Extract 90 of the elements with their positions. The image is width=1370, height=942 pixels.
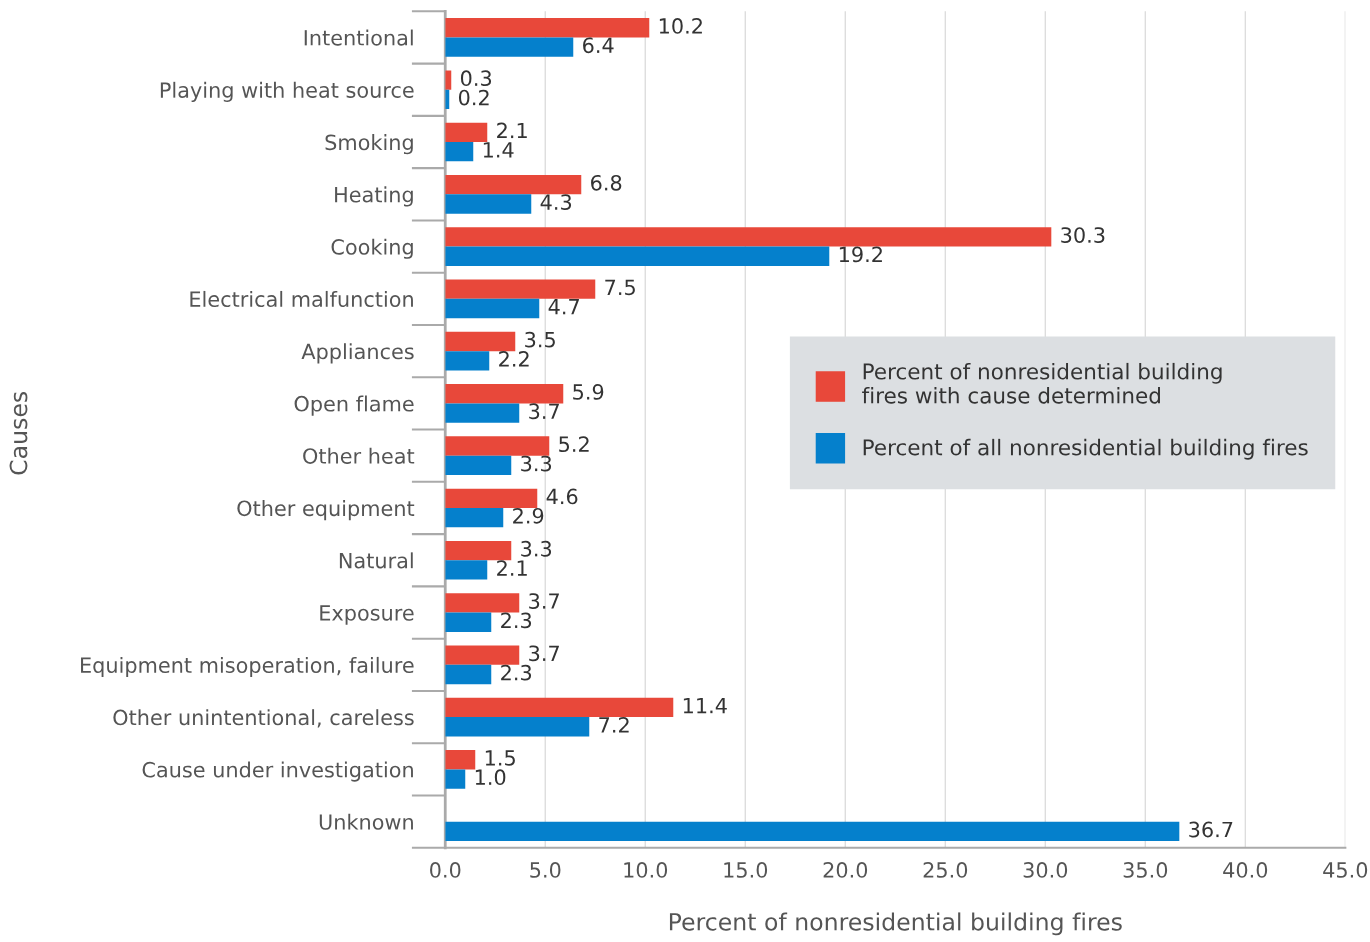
bar bbox=[445, 122, 488, 143]
bar bbox=[445, 279, 596, 299]
data-label: 3.7 bbox=[529, 403, 559, 420]
x-tick-label: 40.0 bbox=[1223, 862, 1268, 878]
data-label: 2.3 bbox=[501, 612, 532, 629]
y-tick-label: Other unintentional, careless bbox=[113, 709, 414, 728]
y-tick-label: Other equipment bbox=[237, 500, 415, 521]
bar bbox=[445, 194, 532, 214]
data-label: 2.9 bbox=[513, 507, 544, 524]
bar bbox=[445, 717, 590, 737]
x-tick-label: 25.0 bbox=[923, 862, 968, 878]
bar bbox=[445, 384, 564, 404]
x-tick-label: 35.0 bbox=[1123, 862, 1168, 878]
bar bbox=[445, 455, 512, 476]
data-label: 3.7 bbox=[529, 645, 559, 662]
y-tick-label: Exposure bbox=[320, 605, 414, 625]
data-label: 5.9 bbox=[573, 384, 604, 400]
bar bbox=[445, 821, 1180, 841]
x-axis-title: Percent of nonresidential building fires bbox=[669, 912, 1122, 936]
data-label: 2.3 bbox=[501, 664, 532, 681]
data-label: 4.7 bbox=[548, 299, 579, 315]
data-label: 30.3 bbox=[1061, 227, 1105, 243]
bar bbox=[445, 351, 490, 371]
data-label: 36.7 bbox=[1189, 821, 1233, 838]
y-tick-label: Playing with heat source bbox=[160, 81, 414, 102]
bar bbox=[445, 331, 516, 352]
bar bbox=[445, 750, 476, 770]
data-label: 3.3 bbox=[521, 540, 552, 557]
data-label: 19.2 bbox=[839, 246, 882, 263]
data-label: 11.4 bbox=[683, 697, 727, 714]
data-label: 4.6 bbox=[546, 488, 578, 505]
x-tick-label: 5.0 bbox=[530, 862, 561, 878]
data-label: 10.2 bbox=[659, 18, 702, 34]
bar bbox=[445, 664, 492, 685]
data-label: 4.3 bbox=[540, 194, 572, 210]
bar bbox=[445, 560, 488, 580]
y-tick-label: Cause under investigation bbox=[142, 761, 413, 782]
y-tick-label: Intentional bbox=[304, 29, 413, 46]
legend-label: Percent of nonresidential building fires with cause determined bbox=[862, 362, 1222, 404]
bar bbox=[445, 593, 520, 613]
bar bbox=[445, 142, 474, 162]
x-tick-label: 10.0 bbox=[624, 862, 668, 878]
legend-label: Percent of all nonresidential building fires bbox=[863, 438, 1308, 460]
bar bbox=[445, 18, 650, 38]
x-tick-label: 0.0 bbox=[430, 862, 461, 878]
data-label: 1.4 bbox=[483, 142, 514, 158]
data-label: 3.5 bbox=[525, 331, 555, 348]
bar bbox=[445, 697, 674, 718]
bar bbox=[445, 488, 538, 508]
bar bbox=[445, 612, 492, 632]
data-label: 2.2 bbox=[499, 351, 529, 367]
data-label: 1.5 bbox=[485, 750, 515, 766]
bar bbox=[445, 507, 504, 528]
y-tick-label: Appliances bbox=[301, 343, 414, 364]
data-label: 7.5 bbox=[605, 279, 635, 296]
data-label: 2.1 bbox=[497, 122, 527, 139]
y-tick-label: Equipment misoperation, failure bbox=[81, 656, 414, 678]
data-label: 6.4 bbox=[583, 37, 614, 54]
bar bbox=[445, 769, 466, 789]
bar bbox=[445, 540, 512, 561]
data-label: 6.8 bbox=[591, 174, 622, 191]
x-tick-label: 30.0 bbox=[1023, 862, 1068, 878]
bar bbox=[445, 174, 582, 195]
y-tick-label: Heating bbox=[335, 186, 413, 207]
y-tick-label: Smoking bbox=[325, 134, 413, 155]
bar bbox=[445, 436, 550, 456]
x-tick-label: 20.0 bbox=[823, 862, 868, 878]
x-tick-label: 45.0 bbox=[1323, 862, 1368, 878]
bar bbox=[445, 227, 1052, 247]
data-label: 3.3 bbox=[521, 455, 552, 472]
data-label: 7.2 bbox=[599, 717, 629, 733]
y-tick-label: Cooking bbox=[331, 238, 413, 259]
bar bbox=[445, 403, 520, 423]
x-tick-label: 15.0 bbox=[724, 862, 768, 878]
y-axis-title: Causes bbox=[9, 391, 28, 475]
y-tick-label: Electrical malfunction bbox=[190, 290, 413, 308]
bar bbox=[445, 37, 574, 57]
y-tick-label: Unknown bbox=[319, 813, 413, 830]
data-label: 0.3 bbox=[460, 70, 492, 87]
data-label: 1.0 bbox=[475, 769, 506, 786]
y-tick-label: Open flame bbox=[294, 395, 414, 416]
data-label: 3.7 bbox=[529, 593, 559, 609]
data-label: 5.2 bbox=[559, 436, 589, 453]
bar bbox=[445, 246, 830, 266]
y-tick-label: Other heat bbox=[303, 447, 415, 464]
data-label: 0.2 bbox=[458, 89, 489, 106]
data-label: 2.1 bbox=[497, 560, 527, 576]
bar bbox=[445, 298, 540, 319]
bar bbox=[445, 645, 520, 665]
y-tick-label: Natural bbox=[339, 552, 413, 569]
